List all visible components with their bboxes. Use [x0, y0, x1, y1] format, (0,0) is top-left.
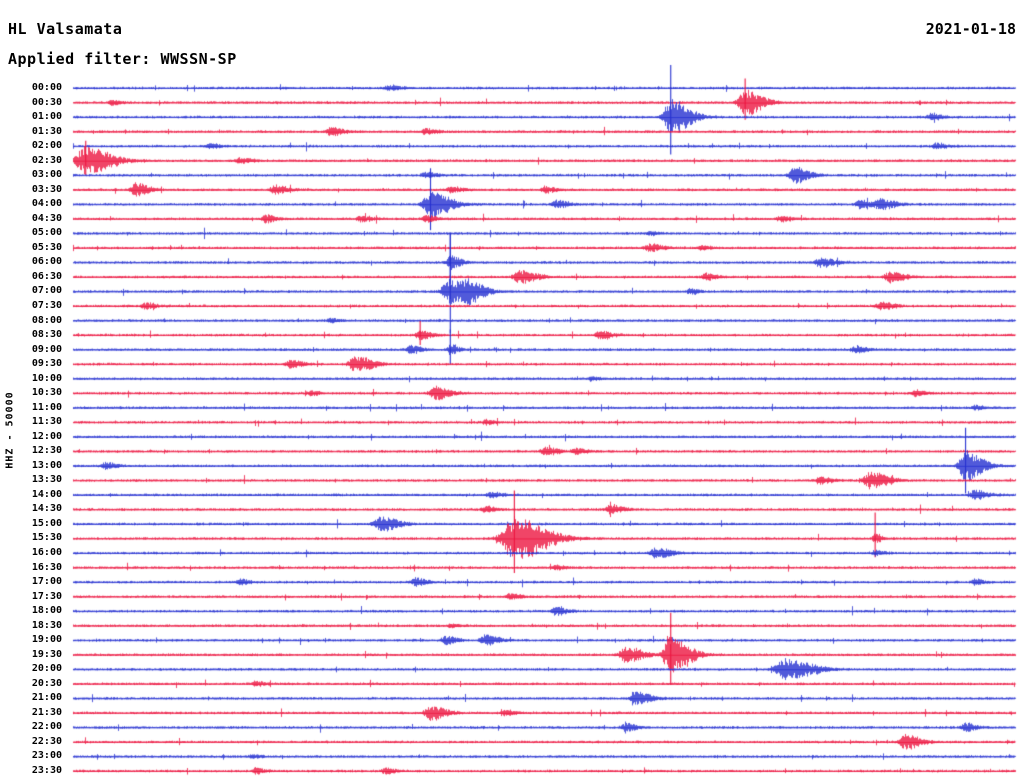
seismogram-traces: [0, 0, 1024, 780]
